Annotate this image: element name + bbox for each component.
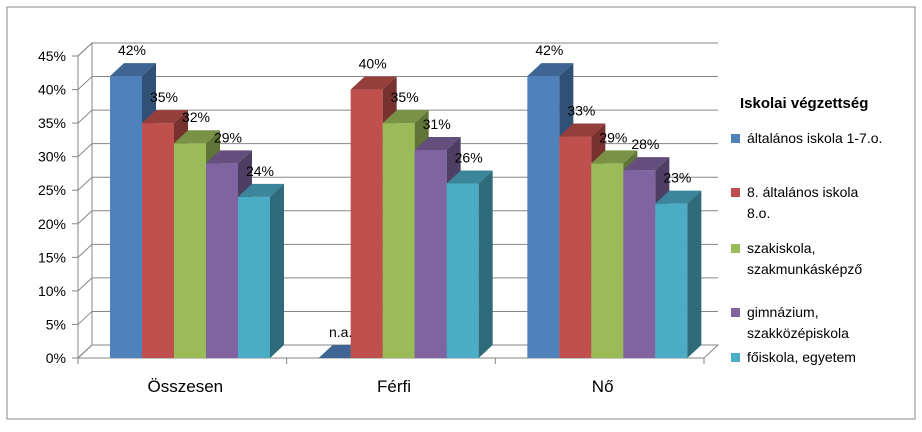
y-tick-label: 25%	[38, 182, 66, 198]
data-label: 35%	[150, 89, 178, 105]
data-labels: 42%35%32%29%24%n.a.40%35%31%26%42%33%29%…	[118, 42, 691, 340]
x-tick-label: Férfi	[377, 377, 411, 396]
data-label: 42%	[118, 42, 146, 58]
gridline	[77, 42, 718, 57]
x-tick-label: Összesen	[148, 377, 224, 396]
legend-label: szakiskola,	[747, 240, 815, 256]
gridline	[77, 243, 718, 258]
gridline	[77, 310, 718, 325]
y-tick-label: 10%	[38, 283, 66, 299]
legend-item: főiskola, egyetem	[731, 349, 856, 365]
legend-item: szakiskola, szakmunkásképző	[731, 240, 862, 277]
y-tick-label: 40%	[38, 82, 66, 98]
gridline	[77, 143, 718, 158]
data-label: 31%	[423, 116, 451, 132]
x-tick-label: Nő	[592, 377, 614, 396]
data-label: 35%	[391, 89, 419, 105]
legend-label: 8. általános iskola	[747, 184, 859, 200]
gridline	[77, 344, 718, 359]
bar	[446, 170, 493, 358]
data-label: n.a.	[329, 324, 352, 340]
legend-label: általános iskola 1-7.o.	[747, 130, 882, 146]
legend-title: Iskolai végzettség	[740, 95, 868, 112]
data-label: 42%	[535, 42, 563, 58]
bar	[655, 190, 702, 358]
bar	[591, 150, 638, 358]
data-label: 33%	[567, 103, 595, 119]
legend: Iskolai végzettség általános iskola 1-7.…	[731, 95, 882, 365]
bars	[110, 63, 702, 359]
legend-label: gimnázium,	[747, 304, 819, 320]
y-tick-label: 35%	[38, 115, 66, 131]
legend-swatch	[731, 188, 740, 197]
gridline	[77, 210, 718, 225]
gridline	[77, 277, 718, 292]
legend-item: általános iskola 1-7.o.	[731, 130, 882, 146]
side-wall	[77, 41, 93, 360]
data-label: 26%	[455, 150, 483, 166]
legend-item: 8. általános iskola 8.o.	[731, 184, 859, 221]
legend-item: gimnázium, szakközépiskola	[731, 304, 849, 341]
data-label: 23%	[663, 170, 691, 186]
legend-label: 8.o.	[747, 205, 770, 221]
data-label: 28%	[631, 136, 659, 152]
legend-swatch	[731, 353, 740, 362]
y-tick-label: 45%	[38, 48, 66, 64]
gridline	[77, 76, 718, 90]
y-tick-label: 30%	[38, 149, 66, 165]
data-label: 24%	[246, 163, 274, 179]
y-tick-label: 15%	[38, 249, 66, 265]
data-label: 40%	[359, 56, 387, 72]
gridline	[77, 109, 718, 124]
data-label: 29%	[599, 129, 627, 145]
y-tick-label: 20%	[38, 216, 66, 232]
legend-swatch	[731, 308, 740, 317]
y-axis: 0% 5% 10% 15% 20% 25% 30% 35% 40% 45%	[38, 48, 79, 366]
legend-label: főiskola, egyetem	[747, 349, 856, 365]
y-tick-label: 0%	[46, 350, 66, 366]
legend-swatch	[731, 134, 740, 143]
y-tick-label: 5%	[46, 316, 66, 332]
gridline	[77, 176, 718, 191]
bar	[238, 183, 284, 358]
legend-label: szakmunkásképző	[747, 261, 862, 277]
legend-label: szakközépiskola	[747, 325, 849, 341]
legend-swatch	[731, 244, 740, 253]
gridlines	[77, 42, 718, 359]
data-label: 32%	[182, 109, 210, 125]
data-label: 29%	[214, 129, 242, 145]
